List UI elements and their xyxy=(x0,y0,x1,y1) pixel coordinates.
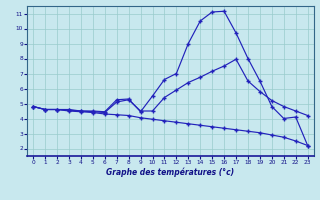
X-axis label: Graphe des températures (°c): Graphe des températures (°c) xyxy=(106,167,235,177)
